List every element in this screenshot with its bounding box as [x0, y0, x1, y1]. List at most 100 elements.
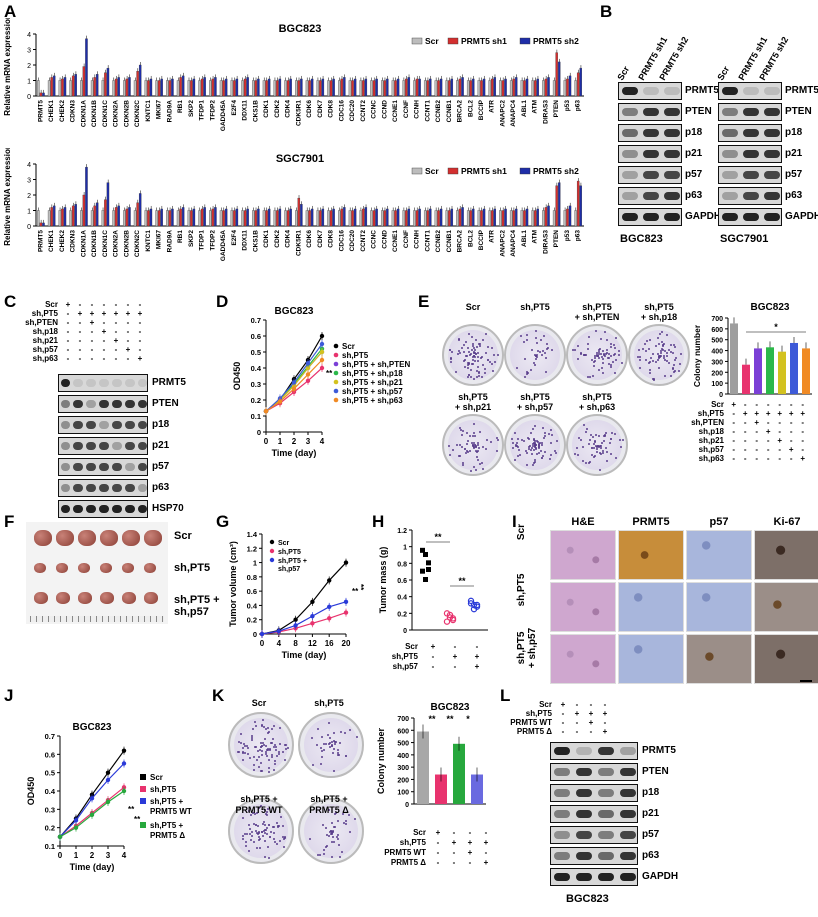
colony — [328, 830, 331, 833]
bar — [289, 208, 292, 227]
colony — [469, 469, 472, 472]
y-tick-label: 0 — [27, 94, 31, 101]
bar — [104, 72, 107, 97]
colony — [515, 367, 518, 370]
colony — [663, 375, 666, 378]
colony — [518, 449, 521, 452]
colony — [485, 352, 488, 355]
protein-band — [73, 463, 84, 471]
colony — [449, 453, 452, 456]
x-tick-label: 2 — [90, 851, 95, 860]
colony — [661, 345, 664, 348]
colony — [463, 358, 466, 361]
bar — [267, 208, 271, 227]
panel-h-mark: - — [431, 652, 435, 661]
blot-row-p21 — [550, 805, 638, 823]
colony — [601, 358, 604, 361]
panel-l-mark: + — [588, 718, 594, 727]
data-point — [443, 618, 451, 625]
colony — [308, 838, 311, 841]
colony — [261, 742, 264, 745]
colony — [473, 443, 476, 446]
colony — [523, 340, 526, 343]
panel-label-l: L — [500, 686, 511, 705]
bar — [95, 202, 99, 227]
colony — [330, 830, 333, 833]
colony — [617, 349, 620, 352]
bar — [160, 208, 163, 227]
colony — [269, 835, 272, 838]
colony — [333, 742, 336, 745]
bar — [558, 182, 561, 227]
protein-band — [99, 400, 109, 408]
ihc-image — [686, 582, 752, 632]
colony — [458, 351, 461, 354]
blot-row-p57 — [58, 458, 148, 476]
colony — [589, 433, 592, 436]
panel-c-mark: - — [78, 318, 82, 327]
colony — [242, 758, 245, 761]
y-axis-label: Relative mRNA expression — [3, 148, 12, 246]
legend-label: Scr — [150, 773, 163, 782]
ihc-image — [550, 582, 616, 632]
protein-band — [621, 108, 638, 116]
colony — [605, 338, 608, 341]
colony — [532, 464, 535, 467]
colony — [602, 449, 605, 452]
ihc-image — [686, 634, 752, 684]
bar — [222, 80, 225, 97]
bar — [58, 80, 62, 97]
tumor — [100, 530, 118, 546]
colony — [284, 758, 287, 761]
bar — [53, 205, 56, 227]
colony — [516, 437, 519, 440]
protein-band — [124, 379, 135, 387]
panel-c-mark: - — [66, 354, 70, 363]
y-tick-label: 1 — [27, 209, 31, 216]
protein-label: PTEN — [642, 766, 669, 777]
colony — [484, 448, 487, 450]
blot-row-GAPDH — [550, 868, 638, 886]
colony — [604, 355, 607, 358]
colony — [637, 356, 640, 359]
colony — [457, 338, 460, 341]
colony — [541, 443, 544, 446]
colony — [345, 823, 348, 826]
colony — [476, 458, 479, 461]
colony — [587, 442, 590, 445]
colony — [604, 433, 607, 436]
bar — [106, 67, 110, 97]
bar — [405, 78, 408, 97]
colony — [251, 728, 254, 731]
protein-band — [642, 171, 660, 179]
bar — [375, 78, 378, 97]
x-tick-label: 1 — [278, 437, 283, 446]
protein-band — [124, 421, 135, 429]
colony — [534, 363, 537, 366]
colony — [474, 434, 477, 437]
panel-l-mark: - — [575, 727, 579, 736]
colony — [607, 357, 610, 360]
colony — [248, 849, 251, 852]
colony — [324, 827, 327, 830]
blot-row-PRMT5 — [618, 82, 682, 100]
protein-band — [99, 484, 109, 492]
colony — [244, 744, 247, 747]
x-tick-label: 3 — [306, 437, 311, 446]
colony — [600, 452, 603, 455]
legend-label: Scr — [425, 36, 439, 46]
colony — [264, 832, 267, 835]
gene-label: p63 — [575, 230, 582, 242]
bar — [61, 208, 64, 227]
colony — [595, 444, 598, 447]
colony — [448, 348, 451, 351]
bar — [394, 80, 397, 97]
bar — [47, 80, 51, 97]
panel-e-mark: - — [801, 418, 805, 427]
protein-band — [575, 789, 593, 797]
colony — [471, 358, 474, 361]
colony — [603, 330, 606, 333]
panel-c-mark: - — [66, 318, 70, 327]
dish-label: sh,PT5 + sh,PTEN — [574, 302, 620, 322]
bar — [394, 210, 397, 227]
